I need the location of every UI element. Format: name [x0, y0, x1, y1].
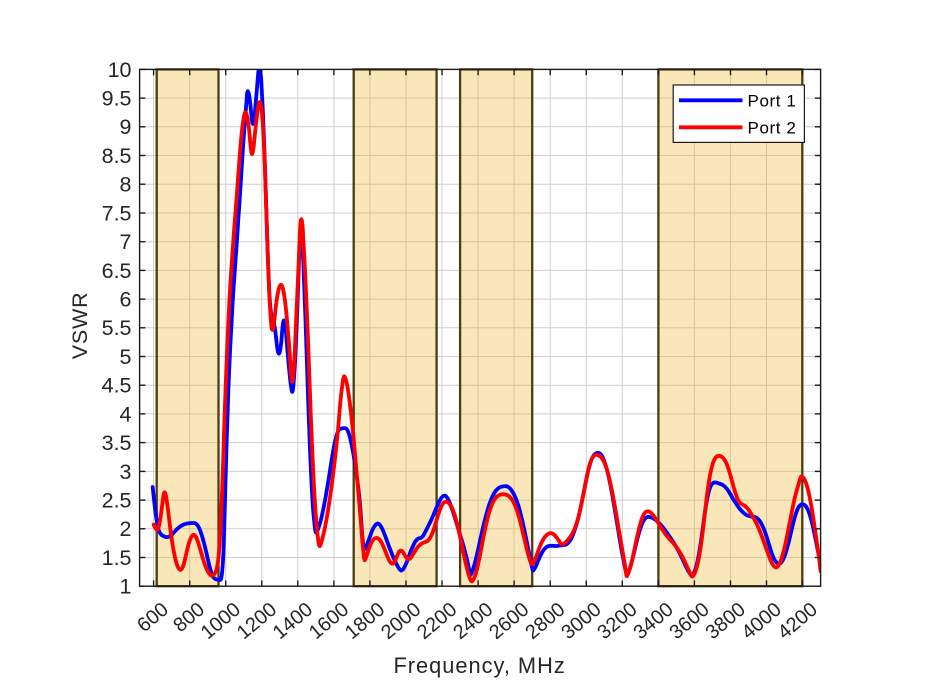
svg-text:9.5: 9.5 — [102, 87, 132, 111]
svg-text:Frequency, MHz: Frequency, MHz — [393, 653, 565, 678]
svg-text:3: 3 — [120, 460, 132, 484]
svg-text:Port 2: Port 2 — [748, 118, 797, 137]
svg-text:7: 7 — [120, 230, 132, 254]
svg-text:6: 6 — [120, 288, 132, 312]
svg-text:2.5: 2.5 — [102, 489, 132, 513]
svg-text:6.5: 6.5 — [102, 259, 132, 283]
svg-text:1: 1 — [120, 575, 132, 599]
svg-text:4.5: 4.5 — [102, 374, 132, 398]
svg-text:3.5: 3.5 — [102, 431, 132, 455]
svg-text:2: 2 — [120, 517, 132, 541]
svg-text:7.5: 7.5 — [102, 201, 132, 225]
svg-text:4: 4 — [120, 402, 132, 426]
svg-text:9: 9 — [120, 115, 132, 139]
svg-text:10: 10 — [108, 58, 132, 82]
svg-text:8.5: 8.5 — [102, 144, 132, 168]
svg-text:1.5: 1.5 — [102, 546, 132, 570]
svg-text:Port 1: Port 1 — [748, 91, 797, 110]
svg-text:5.5: 5.5 — [102, 316, 132, 340]
svg-text:5: 5 — [120, 345, 132, 369]
svg-text:VSWR: VSWR — [68, 292, 92, 360]
svg-text:8: 8 — [120, 173, 132, 197]
